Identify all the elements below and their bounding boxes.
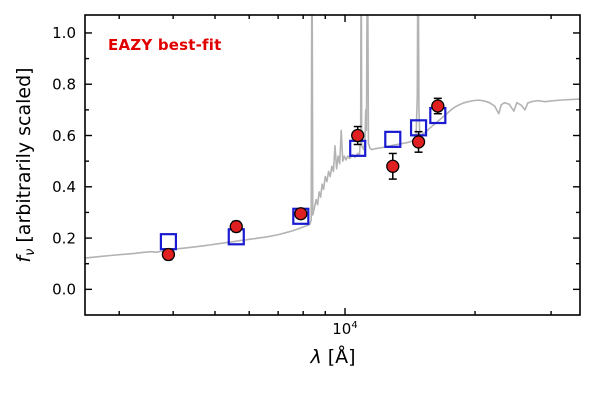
y-tick-labels: 0.0 0.2 0.4 0.6 0.8 1.0 [52, 24, 76, 298]
x-axis-label: λ [Å] [310, 346, 355, 368]
y-tick-label: 1.0 [52, 24, 76, 42]
observed-photometry-marker [294, 207, 308, 221]
x-axis-units: [Å] [321, 346, 356, 368]
observed-photometry-marker [386, 159, 400, 173]
y-tick-label: 0.2 [52, 229, 76, 247]
model-photometry-marker [384, 130, 402, 148]
model-photometry-marker [159, 233, 178, 251]
observed-photometry-marker [431, 99, 445, 113]
axis-ticks [85, 15, 580, 315]
observed-photometry-marker [411, 135, 426, 149]
model-spectrum-line [85, 15, 580, 259]
y-tick-label: 0.8 [52, 75, 76, 93]
y-axis-label: fν [arbitrarily scaled] [13, 5, 39, 325]
tick-base: 10 [332, 320, 352, 338]
observed-photometry-marker [161, 247, 176, 262]
y-tick-label: 0.6 [52, 127, 76, 145]
y-tick-label: 0.4 [52, 178, 76, 196]
tick-exponent: 4 [351, 320, 358, 331]
bestfit-annotation: EAZY best-fit [108, 36, 222, 54]
y-axis-units: [arbitrarily scaled] [13, 67, 35, 249]
lambda-symbol: λ [310, 346, 322, 368]
plot-data-layer [85, 15, 580, 262]
flux-subscript: ν [23, 248, 38, 256]
observed-photometry-points [161, 97, 445, 262]
plot-frame [84, 14, 581, 316]
y-tick-label: 0.0 [52, 281, 76, 299]
observed-photometry-marker [351, 128, 365, 143]
flux-symbol: f [13, 255, 35, 263]
observed-photometry-marker [229, 219, 243, 234]
x-major-tick-label: 104 [332, 320, 357, 338]
model-photometry-squares [159, 106, 447, 251]
